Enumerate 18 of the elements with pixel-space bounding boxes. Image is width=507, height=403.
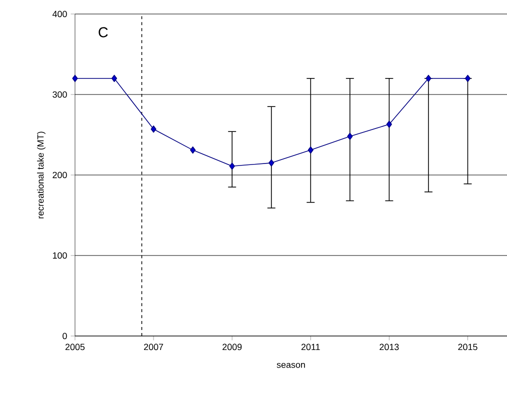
point (150, 126, 156, 133)
point (111, 74, 118, 82)
y-tick-label: 100 (52, 252, 67, 259)
x-axis-title: season (276, 362, 305, 368)
point (190, 146, 196, 154)
y-tick-label: 200 (52, 172, 67, 178)
x-tick-label: 2005 (65, 344, 85, 350)
y-tick-label: 0 (62, 332, 67, 340)
y-tick-label: 300 (52, 91, 67, 98)
x-tick-label: 2013 (380, 344, 399, 350)
x-tick-label: 2009 (222, 344, 242, 350)
y-tick-label: 400 (52, 10, 67, 18)
x-tick-label: 2007 (144, 344, 164, 350)
y-axis-title: recreational take (MT) (37, 132, 46, 218)
x-tick-label: 2011 (301, 344, 320, 350)
x-tick-label: 2015 (458, 344, 478, 350)
point (72, 74, 78, 82)
annotation: C (98, 27, 108, 38)
